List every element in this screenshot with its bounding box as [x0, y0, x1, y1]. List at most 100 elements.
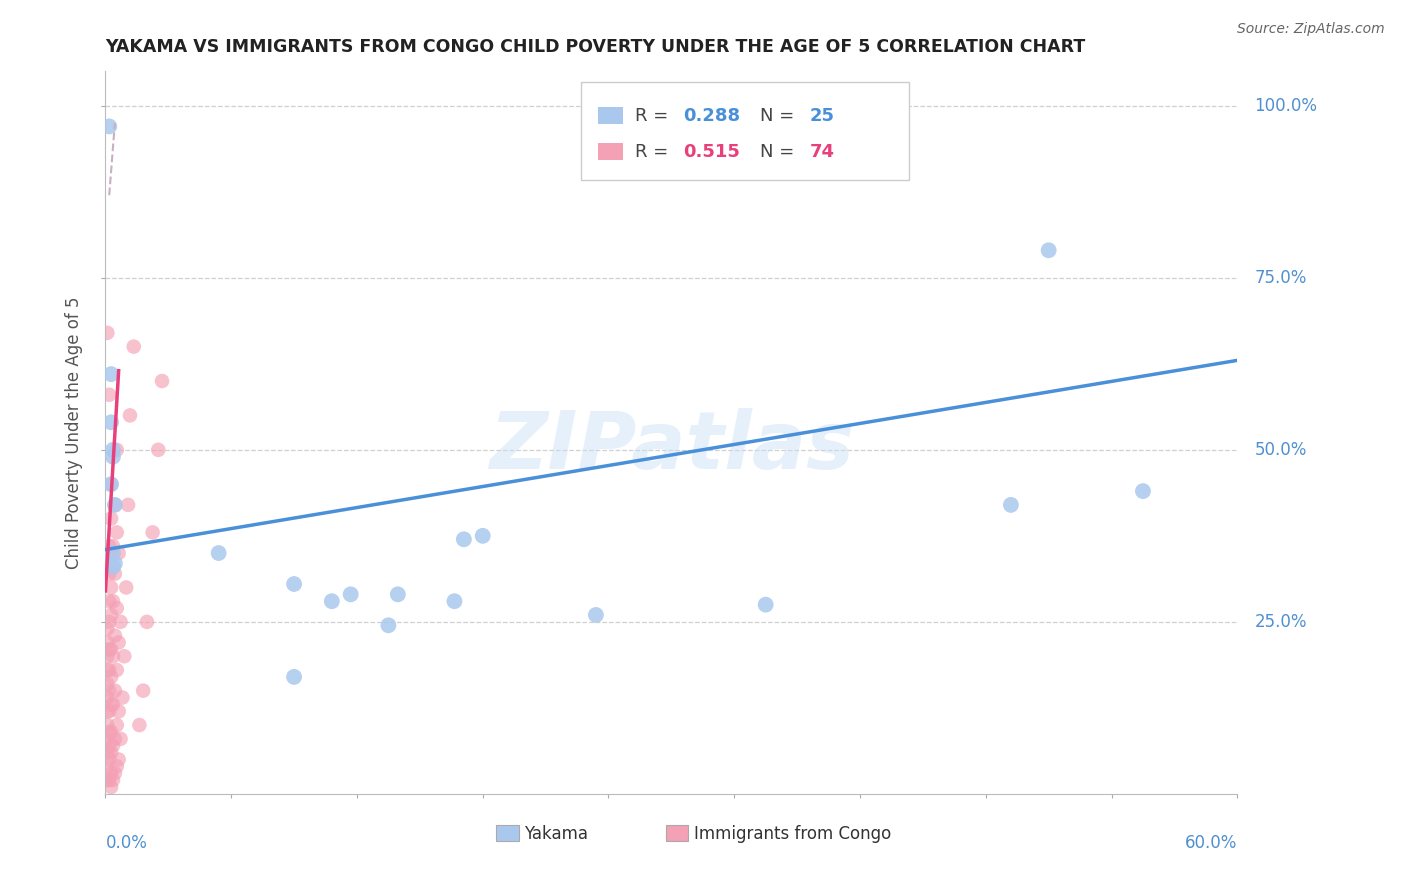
Point: [100, 367, 122, 381]
Point: [101, 649, 124, 664]
Point: [100, 415, 122, 429]
FancyBboxPatch shape: [598, 107, 623, 124]
Point: [142, 525, 165, 540]
Point: [98, 566, 121, 581]
Point: [100, 477, 122, 491]
Point: [128, 718, 150, 732]
Point: [104, 683, 127, 698]
Text: Immigrants from Congo: Immigrants from Congo: [695, 824, 891, 843]
Point: [101, 539, 124, 553]
Point: [100, 581, 122, 595]
Point: [100, 546, 122, 560]
Point: [96, 704, 118, 718]
Text: ZIPatlas: ZIPatlas: [489, 408, 853, 486]
Point: [148, 442, 170, 457]
Point: [101, 698, 124, 712]
Point: [96, 649, 118, 664]
Point: [96, 731, 118, 746]
Point: [453, 533, 475, 547]
Point: [100, 780, 122, 794]
Point: [98, 388, 121, 402]
Point: [96, 773, 118, 788]
Text: 25.0%: 25.0%: [1254, 613, 1306, 631]
Point: [150, 374, 173, 388]
FancyBboxPatch shape: [496, 825, 519, 841]
Point: [101, 559, 124, 574]
Point: [100, 698, 122, 712]
Point: [104, 557, 127, 571]
Point: [118, 409, 141, 423]
Point: [100, 477, 122, 491]
Point: [105, 525, 128, 540]
Text: 0.515: 0.515: [683, 144, 740, 161]
Point: [585, 607, 607, 622]
Point: [100, 766, 122, 780]
Point: [98, 773, 121, 788]
Point: [100, 725, 122, 739]
Text: 100.0%: 100.0%: [1254, 96, 1317, 115]
Point: [98, 663, 121, 677]
Point: [208, 546, 231, 560]
Text: 0.288: 0.288: [683, 107, 740, 125]
Point: [105, 663, 128, 677]
Point: [96, 746, 118, 760]
Point: [112, 649, 135, 664]
Point: [105, 759, 128, 773]
Point: [443, 594, 465, 608]
Point: [1132, 484, 1154, 499]
Point: [122, 340, 145, 354]
Text: R =: R =: [636, 144, 673, 161]
Point: [96, 759, 118, 773]
Point: [98, 120, 121, 134]
Point: [283, 577, 305, 591]
Point: [98, 739, 121, 753]
Point: [136, 615, 159, 629]
Text: Source: ZipAtlas.com: Source: ZipAtlas.com: [1237, 22, 1385, 37]
Point: [96, 326, 118, 340]
FancyBboxPatch shape: [665, 825, 689, 841]
Point: [98, 642, 121, 657]
Point: [100, 670, 122, 684]
Point: [101, 773, 124, 788]
Point: [104, 629, 127, 643]
Text: 75.0%: 75.0%: [1254, 268, 1306, 287]
Point: [471, 529, 494, 543]
Point: [111, 690, 134, 705]
Text: N =: N =: [759, 107, 800, 125]
Point: [107, 752, 129, 766]
Point: [321, 594, 343, 608]
Point: [105, 601, 128, 615]
Point: [101, 442, 124, 457]
Point: [107, 546, 129, 560]
Point: [96, 677, 118, 691]
FancyBboxPatch shape: [581, 82, 910, 180]
Text: N =: N =: [759, 144, 800, 161]
Point: [101, 739, 124, 753]
Point: [104, 498, 127, 512]
Point: [98, 725, 121, 739]
Point: [1000, 498, 1022, 512]
Point: [105, 718, 128, 732]
Point: [132, 683, 155, 698]
Point: [96, 663, 118, 677]
Point: [104, 566, 127, 581]
Point: [104, 766, 127, 780]
Text: 50.0%: 50.0%: [1254, 441, 1306, 458]
Point: [110, 615, 132, 629]
Point: [755, 598, 778, 612]
Text: 74: 74: [810, 144, 834, 161]
Text: 25: 25: [810, 107, 834, 125]
Point: [101, 594, 124, 608]
Point: [100, 746, 122, 760]
Point: [98, 539, 121, 553]
Point: [98, 615, 121, 629]
Point: [101, 546, 124, 560]
Point: [377, 618, 399, 632]
Y-axis label: Child Poverty Under the Age of 5: Child Poverty Under the Age of 5: [65, 296, 83, 569]
Point: [339, 587, 361, 601]
Point: [104, 498, 127, 512]
Text: 60.0%: 60.0%: [1185, 834, 1237, 852]
Text: Yakama: Yakama: [524, 824, 588, 843]
Point: [110, 731, 132, 746]
Point: [107, 635, 129, 649]
